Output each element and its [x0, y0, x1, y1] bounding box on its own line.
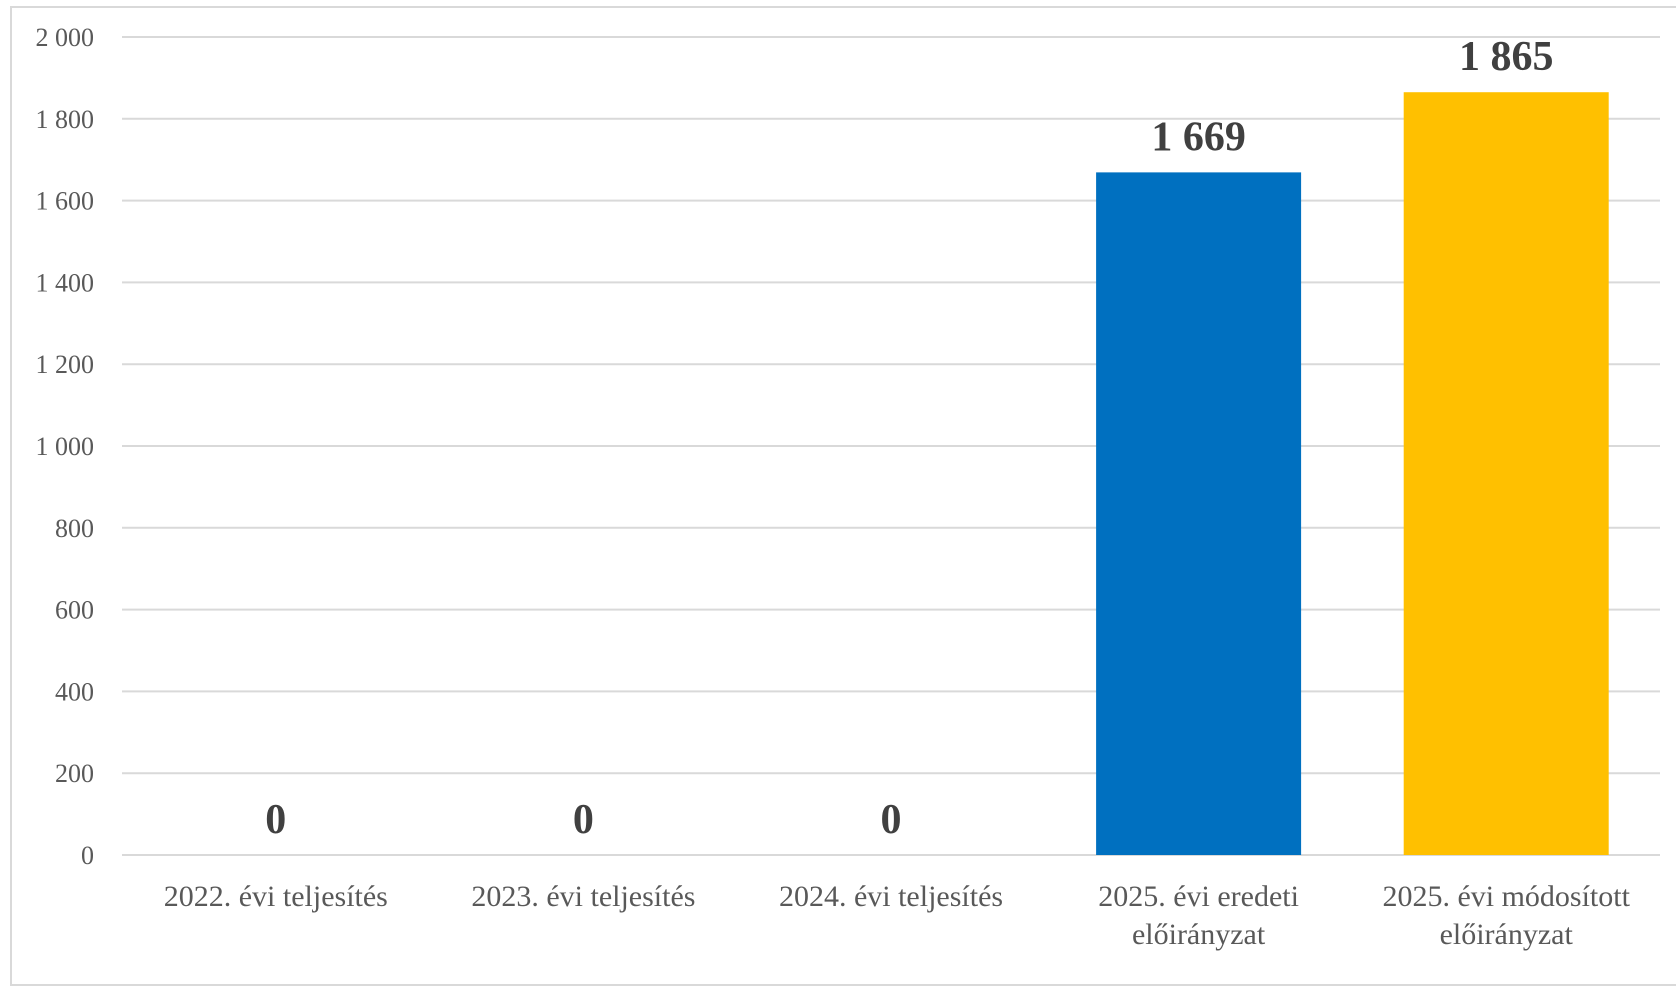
bar	[1403, 92, 1609, 856]
data-labels: 0 0 0 1 669 1 865	[265, 34, 1553, 843]
y-tick-label: 800	[55, 514, 94, 543]
y-tick-label: 200	[55, 759, 94, 788]
bars	[1096, 92, 1609, 856]
x-category-label: előirányzat	[1440, 918, 1574, 951]
data-label: 0	[265, 797, 286, 843]
data-label: 0	[881, 797, 902, 843]
gridlines	[122, 36, 1660, 856]
y-tick-label: 1 800	[36, 105, 95, 134]
data-label: 1 669	[1151, 114, 1246, 160]
y-tick-label: 1 400	[36, 268, 95, 297]
y-tick-label: 1 200	[36, 350, 95, 379]
x-category-label: 2022. évi teljesítés	[164, 880, 388, 913]
data-label: 1 865	[1459, 34, 1554, 80]
bar	[1096, 172, 1302, 855]
x-category-label: előirányzat	[1132, 918, 1266, 951]
y-tick-label: 600	[55, 596, 94, 625]
y-axis-tick-labels: 0 200 400 600 800 1 000 1 200 1 400 1 600 1 800 2 …	[36, 23, 95, 870]
data-label: 0	[573, 797, 594, 843]
chart-frame	[10, 6, 1676, 986]
x-category-label: 2024. évi teljesítés	[779, 880, 1003, 913]
y-tick-label: 0	[81, 841, 94, 870]
y-tick-label: 400	[55, 677, 94, 706]
y-tick-label: 1 600	[36, 187, 95, 216]
x-category-label: 2025. évi módosított	[1382, 880, 1630, 913]
y-tick-label: 2 000	[36, 23, 95, 52]
x-axis-category-labels: 2022. évi teljesítés 2023. évi teljesítés…	[164, 880, 1631, 951]
x-category-label: 2025. évi eredeti	[1098, 880, 1299, 913]
x-category-label: 2023. évi teljesítés	[471, 880, 695, 913]
y-tick-label: 1 000	[36, 432, 95, 461]
